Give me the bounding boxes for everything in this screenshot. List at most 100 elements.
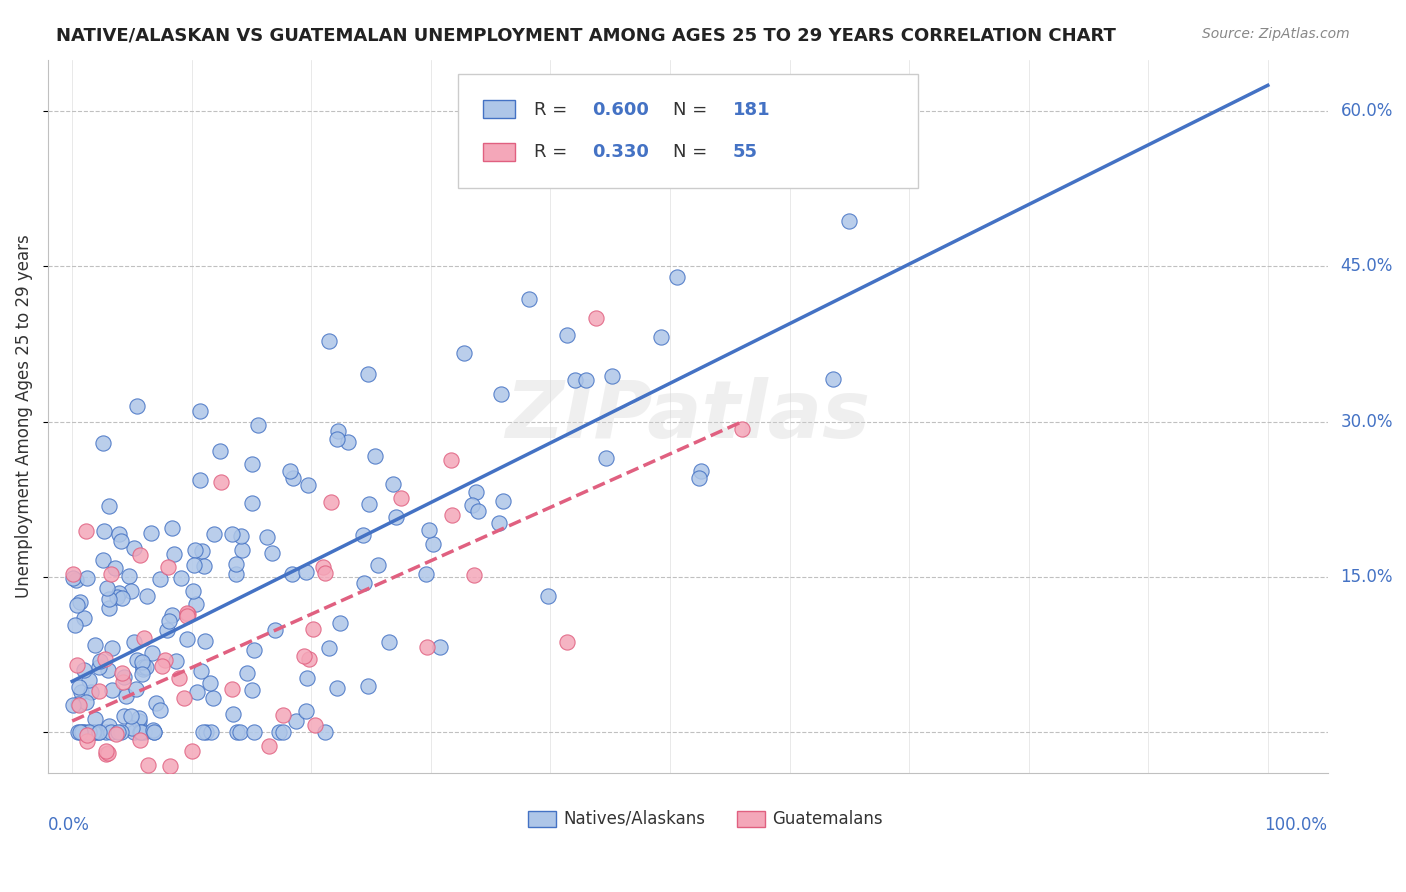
Point xyxy=(107,724,129,739)
Point xyxy=(225,557,247,571)
Point xyxy=(415,640,437,654)
Text: 0.600: 0.600 xyxy=(592,101,648,119)
Point xyxy=(326,681,349,696)
Point xyxy=(62,776,84,790)
Bar xyxy=(737,811,765,827)
Point xyxy=(67,698,90,712)
Point xyxy=(141,647,163,661)
Point xyxy=(159,759,181,773)
Point xyxy=(143,724,166,739)
Point xyxy=(519,292,541,306)
Point xyxy=(181,583,204,598)
Point xyxy=(83,724,105,739)
Point xyxy=(107,586,129,600)
Point xyxy=(122,541,145,555)
Point xyxy=(281,566,304,581)
Point xyxy=(467,504,489,518)
Point xyxy=(79,685,101,699)
Point xyxy=(67,776,90,790)
Point xyxy=(285,714,308,728)
Text: 60.0%: 60.0% xyxy=(1340,103,1393,120)
Point xyxy=(91,436,114,450)
Point xyxy=(63,617,86,632)
Text: 15.0%: 15.0% xyxy=(1340,567,1393,586)
Point xyxy=(134,632,156,646)
Point xyxy=(202,526,225,541)
Text: 55: 55 xyxy=(733,144,758,161)
Point xyxy=(93,524,115,538)
Point xyxy=(170,571,193,585)
Point xyxy=(271,724,294,739)
Point xyxy=(356,679,378,693)
Point xyxy=(200,724,222,739)
Bar xyxy=(484,143,515,161)
Point xyxy=(193,558,215,573)
Point xyxy=(271,708,294,723)
Point xyxy=(132,659,155,673)
Point xyxy=(201,691,224,706)
Point xyxy=(823,371,845,385)
Point xyxy=(69,595,91,609)
Point xyxy=(132,662,155,676)
Point xyxy=(136,757,159,772)
Point xyxy=(70,724,93,739)
Point xyxy=(209,475,232,489)
Point xyxy=(73,610,96,624)
Point xyxy=(76,733,98,747)
Point xyxy=(256,529,278,543)
Point xyxy=(150,659,173,673)
Point xyxy=(665,270,688,285)
Point xyxy=(236,666,259,681)
Point xyxy=(600,368,623,383)
Point xyxy=(564,373,586,387)
Point xyxy=(128,724,150,739)
Point xyxy=(84,638,107,652)
Point xyxy=(142,723,165,738)
Point xyxy=(75,694,97,708)
Point xyxy=(319,495,342,509)
Point xyxy=(304,718,326,732)
Point xyxy=(176,606,198,620)
Point xyxy=(381,476,404,491)
Point xyxy=(72,724,94,739)
Text: NATIVE/ALASKAN VS GUATEMALAN UNEMPLOYMENT AMONG AGES 25 TO 29 YEARS CORRELATION : NATIVE/ALASKAN VS GUATEMALAN UNEMPLOYMEN… xyxy=(56,27,1116,45)
Text: N =: N = xyxy=(672,101,713,119)
Point xyxy=(190,404,212,418)
Point xyxy=(326,424,349,438)
Point xyxy=(262,545,284,559)
Point xyxy=(127,399,149,413)
Point xyxy=(352,528,374,542)
Point xyxy=(69,724,91,739)
Point xyxy=(97,719,120,733)
Point xyxy=(208,444,231,458)
Point xyxy=(226,724,249,739)
Point xyxy=(118,569,141,583)
Point xyxy=(131,667,153,681)
Point xyxy=(186,685,208,699)
Point xyxy=(76,571,98,585)
Point xyxy=(318,334,340,348)
Point xyxy=(122,724,145,739)
Point xyxy=(76,727,98,741)
Point xyxy=(136,589,159,603)
Point xyxy=(650,330,672,344)
Point xyxy=(555,327,578,342)
Point xyxy=(731,422,754,436)
Point xyxy=(82,724,104,739)
Point xyxy=(66,724,89,739)
Point xyxy=(240,683,263,698)
Point xyxy=(384,510,406,524)
Point xyxy=(440,508,463,522)
Text: 0.330: 0.330 xyxy=(592,144,648,161)
Point xyxy=(281,471,304,485)
Point xyxy=(415,566,437,581)
Point xyxy=(153,652,176,666)
Point xyxy=(177,607,200,621)
Point xyxy=(122,635,145,649)
Point xyxy=(689,464,711,478)
Point xyxy=(422,537,444,551)
Point xyxy=(98,499,121,513)
Point xyxy=(555,634,578,648)
Point xyxy=(101,682,124,697)
Point xyxy=(194,633,217,648)
